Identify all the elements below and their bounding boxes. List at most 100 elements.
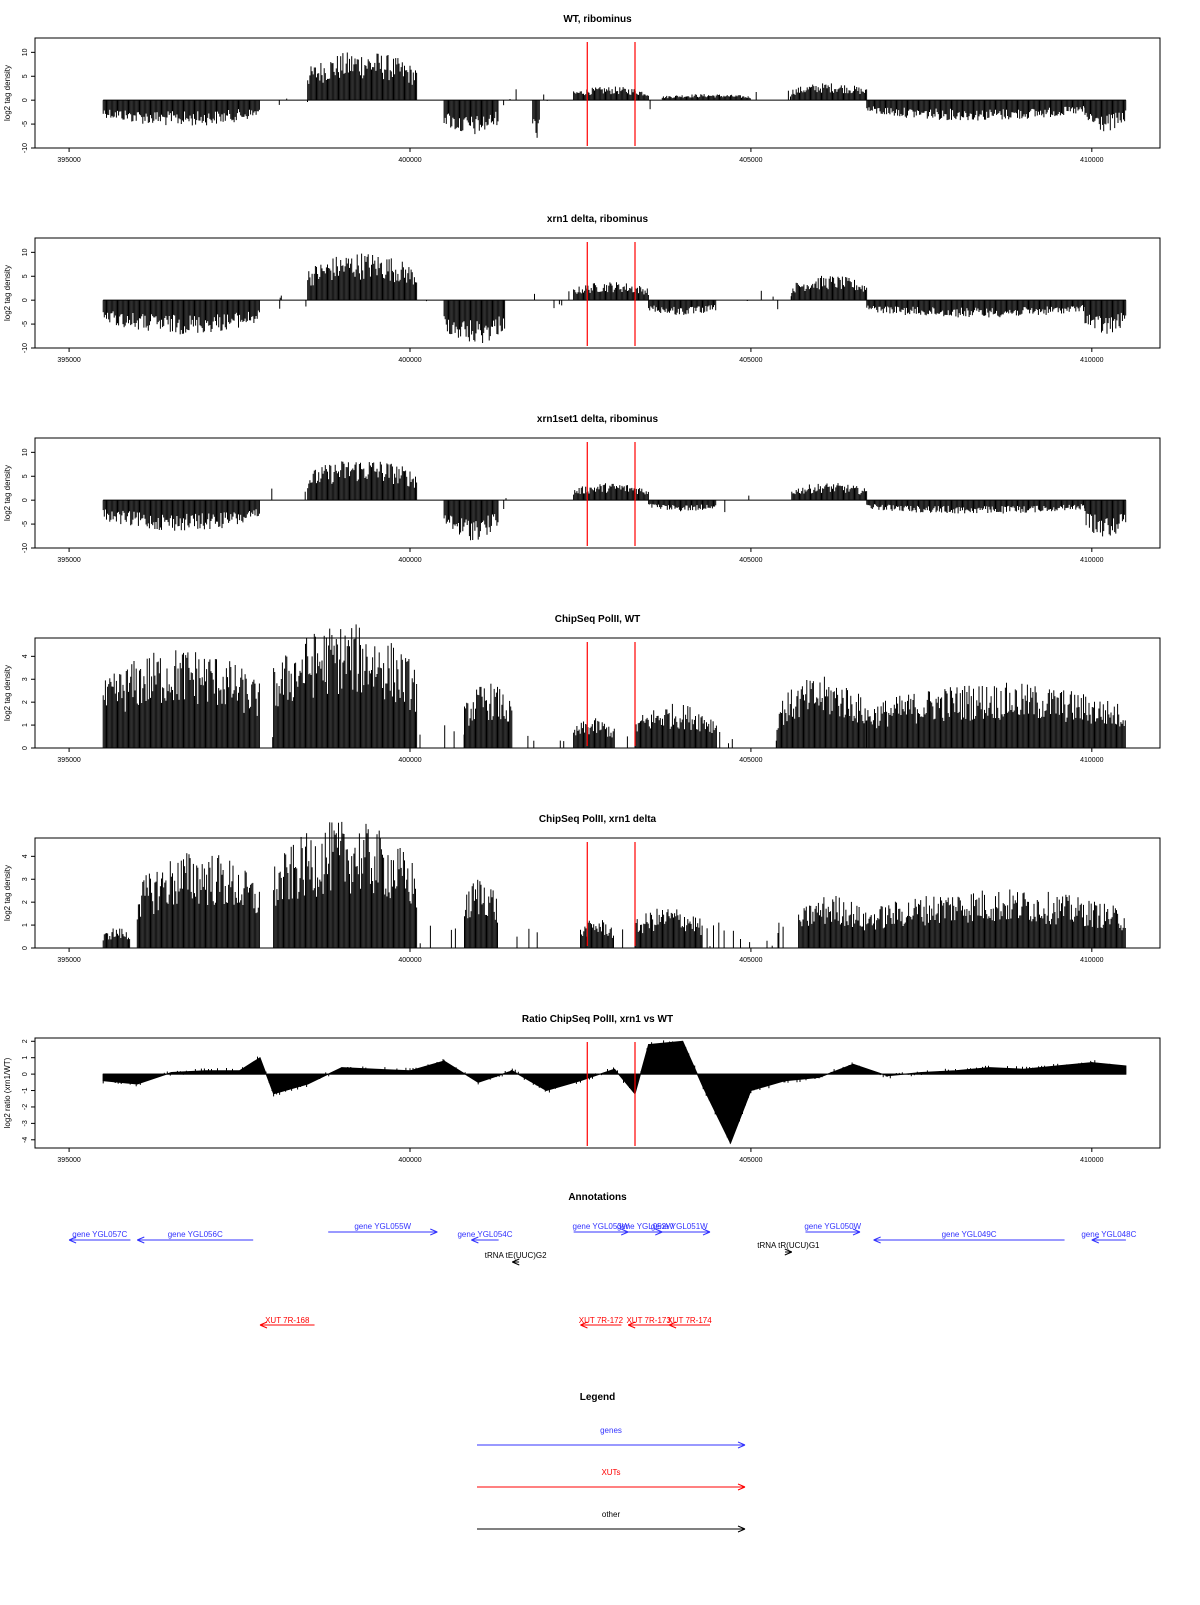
gene-arrow-head (620, 1228, 629, 1233)
x-tick-label: 395000 (57, 157, 80, 164)
series-segment (634, 908, 703, 948)
gene-arrow-head (137, 1239, 145, 1244)
y-tick-label: 4 (22, 854, 29, 858)
gene-arrow-head (68, 1236, 77, 1241)
x-tick-label: 410000 (1080, 757, 1103, 764)
y-axis-label: log2 tag density (3, 865, 12, 921)
xut-arrow-head (580, 1324, 588, 1329)
y-axis-label: log2 tag density (3, 65, 12, 121)
plot-frame (34, 237, 1161, 349)
x-tick-label: 410000 (1080, 1157, 1103, 1164)
gene-arrow-head (873, 1239, 881, 1244)
y-tick-label: 2 (22, 1039, 29, 1043)
y-tick-label: 3 (22, 677, 29, 681)
xut-arrow-head (259, 1321, 268, 1326)
panel-6: Ratio ChipSeq PolII, xrn1 vs WT -4 -3 -2 -1 0… (3, 1014, 1161, 1164)
series-segment (573, 483, 649, 501)
legend-arrow-head (737, 1486, 746, 1491)
y-tick-label: 5 (22, 274, 29, 278)
series-segment (464, 879, 498, 948)
other-arrow-head (512, 1261, 520, 1266)
series-segment (866, 300, 1086, 318)
y-tick-label: 3 (22, 877, 29, 881)
other-arrow-head (784, 1248, 793, 1253)
series-segment (634, 703, 717, 748)
xut-arrow-head (668, 1321, 677, 1326)
x-tick-label: 410000 (1080, 957, 1103, 964)
x-tick-label: 405000 (739, 1157, 762, 1164)
series-segment (102, 650, 260, 748)
x-tick-label: 395000 (57, 957, 80, 964)
y-tick-label: -3 (22, 1120, 29, 1126)
series-segment (102, 300, 260, 335)
y-tick-label: 0 (22, 946, 29, 950)
y-tick-label: 5 (22, 474, 29, 478)
series-segment (273, 821, 418, 948)
xut-arrow-head (259, 1324, 268, 1329)
panel-1: WT, ribominus -10 -5 0 5 10 log2 tag density 39… (3, 14, 1161, 164)
series-segment (791, 275, 868, 301)
gene-label: gene YGL051W (651, 1222, 708, 1231)
y-axis-label: log2 tag density (3, 665, 12, 721)
legend-title: Legend (580, 1392, 616, 1403)
y-axis-label: log2 tag density (3, 265, 12, 321)
y-tick-label: -10 (22, 343, 29, 353)
gene-arrow-head (68, 1239, 77, 1244)
gene-label: gene YGL049C (942, 1230, 997, 1239)
legend-arrow-head (737, 1441, 746, 1446)
xut-arrow-head (668, 1324, 677, 1329)
plot-frame (34, 437, 1161, 549)
x-tick-label: 400000 (398, 1157, 421, 1164)
x-tick-label: 400000 (398, 557, 421, 564)
xut-arrow-head (627, 1321, 636, 1326)
x-tick-label: 410000 (1080, 157, 1103, 164)
x-tick-label: 410000 (1080, 357, 1103, 364)
series-segment (307, 461, 418, 501)
gene-arrow-head (702, 1231, 711, 1236)
series-segment (307, 253, 418, 301)
gene-label: gene YGL057C (72, 1230, 127, 1239)
gene-arrow-head (873, 1236, 881, 1241)
series-segment (866, 100, 1086, 121)
gene-arrow-head (702, 1228, 711, 1233)
gene-arrow-head (852, 1231, 861, 1236)
series-segment (791, 83, 868, 101)
series-segment (464, 683, 513, 748)
series-segment (648, 500, 717, 512)
plot-frame (34, 37, 1161, 149)
panel-title: xrn1set1 delta, ribominus (537, 414, 659, 425)
y-tick-label: 2 (22, 900, 29, 904)
legend-arrow-head (737, 1525, 746, 1530)
other-arrow-head (784, 1251, 793, 1256)
series-segment (798, 896, 867, 948)
x-tick-label: 410000 (1080, 557, 1103, 564)
other-arrow-head (512, 1258, 520, 1263)
panel-3: xrn1set1 delta, ribominus -10 -5 0 5 10 log2 t… (3, 414, 1161, 564)
y-tick-label: 0 (22, 298, 29, 302)
y-axis-label: log2 tag density (3, 465, 12, 521)
y-tick-label: -2 (22, 1104, 29, 1110)
y-tick-label: -5 (22, 521, 29, 527)
panel-5: ChipSeq PolII, xrn1 delta 0 1 2 3 4 log2 tag d… (3, 814, 1161, 964)
series-segment (866, 682, 1126, 748)
gene-label: gene YGL056C (168, 1230, 223, 1239)
series-segment (102, 100, 260, 126)
y-tick-label: -10 (22, 543, 29, 553)
series-segment (102, 500, 260, 531)
xut-label: XUT 7R-168 (265, 1316, 310, 1325)
series-segment (573, 282, 649, 301)
gene-label: gene YGL053W (573, 1222, 630, 1231)
y-tick-label: 2 (22, 700, 29, 704)
x-tick-label: 395000 (57, 1157, 80, 1164)
xut-arrow-head (580, 1321, 588, 1326)
x-tick-label: 395000 (57, 357, 80, 364)
y-tick-label: -5 (22, 121, 29, 127)
gene-arrow-head (1091, 1239, 1100, 1244)
panel-title: xrn1 delta, ribominus (547, 214, 649, 225)
gene-arrow-head (137, 1236, 145, 1241)
y-tick-label: 5 (22, 74, 29, 78)
other-label: tRNA tE(UUC)G2 (485, 1251, 547, 1260)
gene-arrow-head (620, 1231, 629, 1236)
ratio-area (102, 1040, 1127, 1145)
x-tick-label: 400000 (398, 957, 421, 964)
